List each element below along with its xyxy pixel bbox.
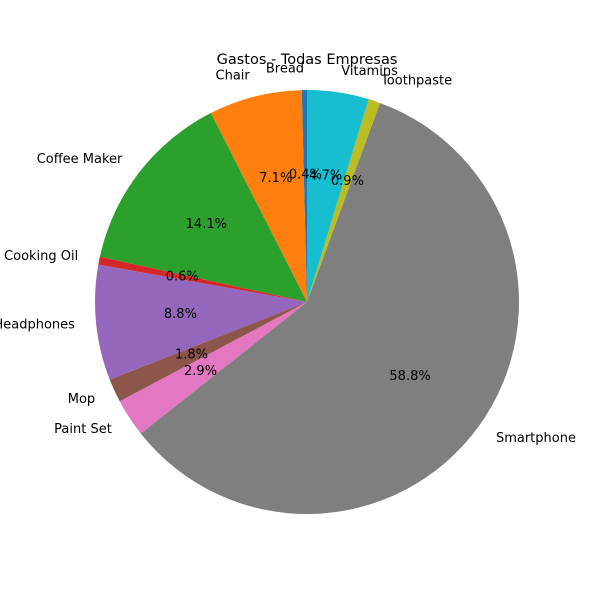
- slice-coffee-maker: [99, 113, 308, 302]
- slice-vitamins: [307, 90, 369, 302]
- percent-label-smartphone: 58.8%: [389, 369, 430, 384]
- slice-headphones: [95, 264, 307, 380]
- pie-slices: [95, 90, 519, 514]
- percent-label-paint-set: 2.9%: [184, 364, 217, 379]
- slice-paint-set: [119, 302, 307, 434]
- category-label-headphones: Headphones: [0, 318, 75, 333]
- chart-title: Gastos - Todas Empresas: [217, 52, 398, 68]
- percent-label-vitamins: 4.7%: [309, 169, 342, 184]
- category-label-vitamins: Vitamins: [341, 64, 398, 79]
- category-label-paint-set: Paint Set: [54, 422, 112, 437]
- category-label-cooking-oil: Cooking Oil: [4, 249, 78, 264]
- category-label-coffee-maker: Coffee Maker: [37, 152, 123, 167]
- percent-label-mop: 1.8%: [175, 348, 208, 363]
- percent-label-toothpaste: 0.9%: [331, 174, 364, 189]
- percent-label-headphones: 8.8%: [164, 307, 197, 322]
- category-label-bread: Bread: [266, 61, 304, 76]
- slice-mop: [109, 302, 307, 402]
- slice-smartphone: [140, 102, 519, 514]
- category-label-smartphone: Smartphone: [496, 431, 576, 446]
- percent-label-coffee-maker: 14.1%: [186, 217, 227, 232]
- percent-label-cooking-oil: 0.6%: [166, 270, 199, 285]
- slice-chair: [210, 90, 307, 302]
- slice-cooking-oil: [98, 256, 307, 302]
- category-label-mop: Mop: [68, 392, 95, 407]
- percent-label-chair: 7.1%: [259, 171, 292, 186]
- percent-label-bread: 0.4%: [289, 167, 322, 182]
- percent-labels: 0.4%7.1% 14.1% 0.6% 8.8% 1.8%2.9% 58.8% 0.9%4.…: [164, 167, 431, 384]
- category-label-chair: Chair: [216, 68, 251, 83]
- slice-toothpaste: [307, 99, 380, 303]
- category-labels: Bread Chair Coffee Maker Cooking Oil Headpho…: [0, 61, 576, 446]
- category-label-toothpaste: Toothpaste: [380, 73, 452, 88]
- slice-bread: [301, 90, 307, 302]
